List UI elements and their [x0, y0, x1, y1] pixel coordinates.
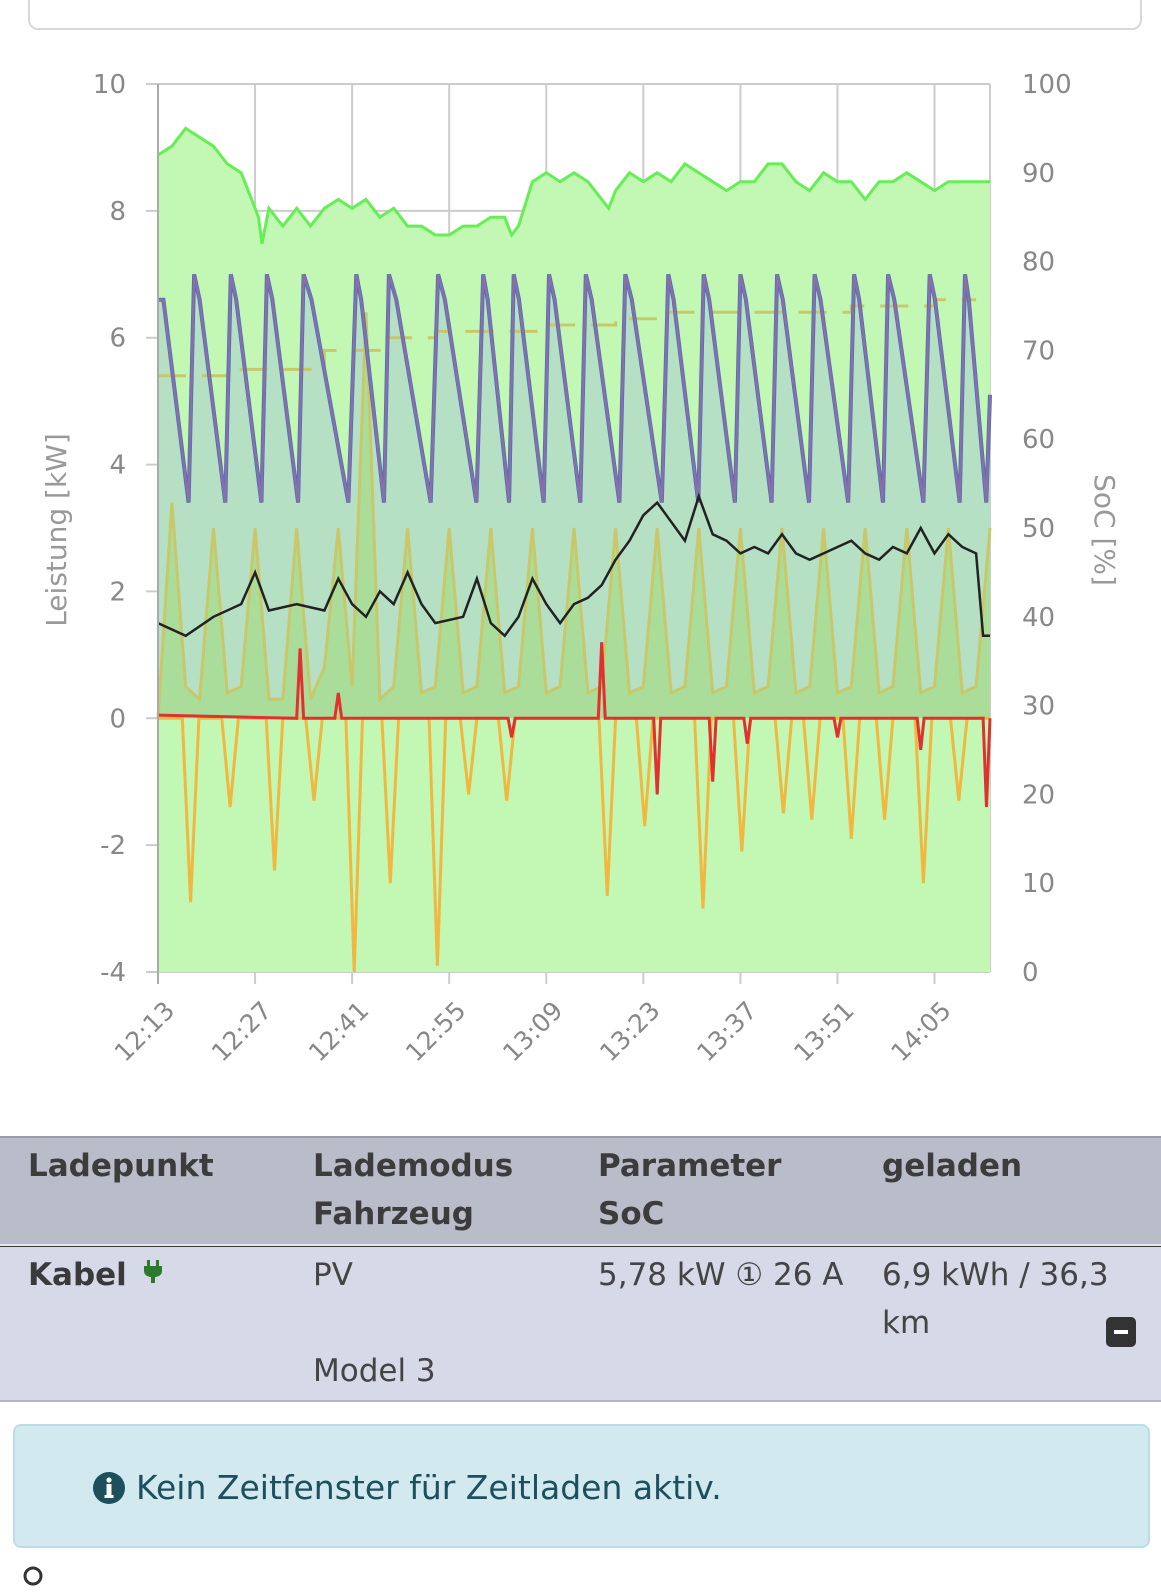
- x-tick: 12:41: [303, 996, 374, 1067]
- table-row[interactable]: Kabel PV Model 3 5,78 kW ① 26 A 6,9 kWh …: [0, 1247, 1161, 1402]
- y-left-tick: 2: [109, 577, 126, 607]
- soc-line: [157, 126, 990, 245]
- next-section-hint: [22, 1560, 322, 1590]
- x-tick: 14:05: [885, 996, 956, 1067]
- grid-power-line: [157, 642, 992, 808]
- y-right-tick: 40: [1022, 603, 1055, 633]
- chargepoint-cell: Kabel: [28, 1251, 163, 1299]
- x-tick: 13:37: [691, 996, 762, 1067]
- y-left-tick: 8: [109, 197, 126, 227]
- x-tick: 13:51: [788, 996, 859, 1067]
- y-left-tick: 6: [109, 324, 126, 354]
- y-left-tick: 0: [109, 704, 126, 734]
- y-right-tick: 90: [1022, 159, 1055, 189]
- y-right-tick: 30: [1022, 692, 1055, 722]
- parameter-value: 5,78 kW ① 26 A: [598, 1257, 844, 1293]
- y-right-tick: 10: [1022, 869, 1055, 899]
- x-tick: 13:23: [594, 996, 665, 1067]
- energy-line-2: km: [882, 1305, 931, 1341]
- location-icon: [23, 1566, 43, 1586]
- y-left-tick: -4: [100, 958, 126, 988]
- vehicle-name[interactable]: Model 3: [313, 1353, 436, 1389]
- plug-icon: [143, 1250, 163, 1298]
- chargepoint-name: Kabel: [28, 1257, 127, 1293]
- header-fahrzeug-label: Fahrzeug: [313, 1196, 474, 1232]
- table-header: Ladepunkt Lademodus Fahrzeug Parameter S…: [0, 1136, 1161, 1244]
- energy-line-1: 6,9 kWh / 36,3: [882, 1257, 1109, 1293]
- y-left-tick: 10: [93, 70, 126, 100]
- charging-table: Ladepunkt Lademodus Fahrzeug Parameter S…: [0, 1136, 1161, 1402]
- y-right-tick: 80: [1022, 248, 1055, 278]
- header-lademodus: Lademodus Fahrzeug: [313, 1142, 513, 1238]
- x-tick: 12:55: [400, 996, 471, 1067]
- collapse-button[interactable]: [1106, 1317, 1136, 1347]
- y-right-tick: 50: [1022, 514, 1055, 544]
- pv-line: [156, 312, 992, 719]
- y-left-tick: 4: [109, 451, 126, 481]
- header-soc-label: SoC: [598, 1196, 665, 1232]
- y-left-tick: -2: [100, 831, 126, 861]
- x-tick: 12:13: [109, 996, 180, 1067]
- previous-card: [28, 0, 1142, 30]
- header-geladen: geladen: [882, 1148, 1023, 1184]
- info-icon: [92, 1471, 126, 1513]
- y-left-axis-label: Leistung [kW]: [40, 433, 73, 627]
- header-parameter: Parameter SoC: [598, 1142, 781, 1238]
- energy-cell: 6,9 kWh / 36,3 km: [882, 1251, 1109, 1347]
- house-line: [157, 492, 990, 638]
- charge-mode[interactable]: PV: [313, 1257, 353, 1293]
- y-right-axis-label: SoC [%]: [1088, 474, 1121, 586]
- y-right-tick: 0: [1022, 958, 1039, 988]
- header-divider: [0, 1244, 1161, 1247]
- info-alert: Kein Zeitfenster für Zeitladen aktiv.: [13, 1424, 1150, 1548]
- charge-line: [158, 273, 992, 503]
- y-right-tick: 70: [1022, 336, 1055, 366]
- y-right-tick: 60: [1022, 425, 1055, 455]
- header-parameter-label: Parameter: [598, 1148, 782, 1184]
- chart-fills: [158, 128, 990, 972]
- header-ladepunkt: Ladepunkt: [28, 1148, 214, 1184]
- header-lademodus-label: Lademodus: [313, 1148, 514, 1184]
- x-tick: 13:09: [497, 996, 568, 1067]
- chart-lines: [156, 126, 992, 973]
- y-right-tick: 100: [1022, 70, 1072, 100]
- y-right-tick: 20: [1022, 780, 1055, 810]
- alert-text: Kein Zeitfenster für Zeitladen aktiv.: [136, 1468, 722, 1507]
- mode-cell[interactable]: PV Model 3: [313, 1251, 436, 1395]
- x-tick: 12:27: [206, 996, 277, 1067]
